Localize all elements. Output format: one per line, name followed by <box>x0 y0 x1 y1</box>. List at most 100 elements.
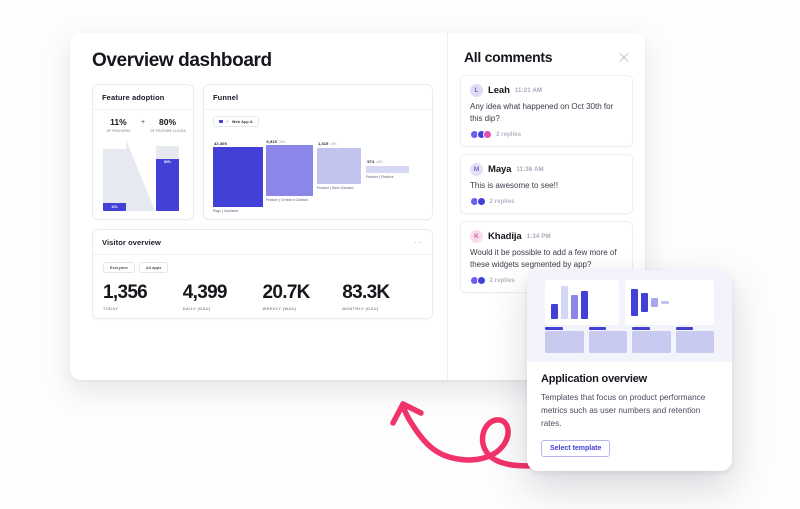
feature-adoption-header: Feature adoption <box>93 85 193 110</box>
avatar: K <box>470 230 483 243</box>
metric-value: 11% <box>110 117 127 127</box>
thumbnail-chart-row <box>545 280 714 325</box>
comment-text: Would it be possible to add a few more o… <box>470 248 617 269</box>
funnel-value-row: 1,315 19% <box>317 141 337 146</box>
top-card-row: Feature adoption 11% OF FEATURES + <box>92 84 433 220</box>
close-icon[interactable] <box>617 50 631 64</box>
visitor-overview-title: Visitor overview <box>102 238 161 247</box>
feature-adoption-chart: 11% 80% <box>101 140 185 211</box>
reply-avatars <box>470 130 492 139</box>
feature-adoption-metrics: 11% OF FEATURES + 80% OF FEATURE CLICKS <box>101 117 185 133</box>
comments-list: L Leah 11:21 AM Any idea what happened on O… <box>448 75 645 293</box>
metric-label: OF FEATURE CLICKS <box>149 128 186 134</box>
adoption-bar-fill: 11% <box>103 202 126 211</box>
dashboard-left-pane: Overview dashboard Feature adoption <box>70 33 447 380</box>
visitor-stats: 1,356 TODAY 4,399 DAILY (DAU) 20.7K WEEKLY (W… <box>103 282 422 311</box>
funnel-value: 574 <box>367 159 375 165</box>
funnel-body: ➚ Web App A 42,305 Page | Contacts 6,915 16… <box>204 110 432 219</box>
funnel-category-label: Feature | Save Contact <box>316 186 354 191</box>
chip-all-apps[interactable]: All apps <box>138 262 169 273</box>
stat-value: 1,356 <box>103 282 148 303</box>
template-heading: Application overview <box>541 373 648 385</box>
metric-value: 80% <box>159 117 177 127</box>
comment-replies[interactable]: 2 replies <box>470 197 623 206</box>
adoption-bar-value: 80% <box>164 160 171 165</box>
visitor-overview-header: Visitor overview ⋯ <box>93 230 432 255</box>
funnel-step: 1,315 19% Feature | Save Contact <box>316 141 362 191</box>
template-description: Templates that focus on product performa… <box>541 393 706 428</box>
reply-avatars <box>470 197 486 206</box>
legend-swatch-icon <box>219 119 223 124</box>
comment-replies[interactable]: 3 replies <box>470 130 623 139</box>
stat-value: 83.3K <box>342 282 390 303</box>
feature-adoption-body: 11% OF FEATURES + 80% OF FEATURE CLICKS <box>93 110 193 219</box>
feature-adoption-metric-1: 80% OF FEATURE CLICKS <box>149 117 186 134</box>
stat-label: MONTHLY (DAU) <box>342 306 379 311</box>
comment-author: Maya <box>488 164 512 175</box>
stat-block: 4,399 DAILY (DAU) <box>183 282 263 311</box>
funnel-title: Funnel <box>213 93 239 102</box>
dashboard-panels: Feature adoption 11% OF FEATURES + <box>70 84 447 319</box>
stat-label: TODAY <box>103 306 119 311</box>
comment-header: M Maya 11:36 AM <box>470 163 623 176</box>
funnel-category-label: Feature | Finalize <box>366 174 394 180</box>
thumbnail-stat <box>675 327 714 353</box>
comment-item[interactable]: L Leah 11:21 AM Any idea what happened on O… <box>460 75 633 147</box>
curved-arrow-icon <box>390 401 560 469</box>
funnel-bar[interactable] <box>265 145 313 196</box>
comment-header: K Khadija 1:34 PM <box>470 230 623 243</box>
adoption-bar-fill: 80% <box>156 158 179 211</box>
comments-title: All comments <box>464 49 553 65</box>
funnel-legend-chip[interactable]: ➚ Web App A <box>213 116 259 127</box>
comment-time: 1:34 PM <box>526 233 551 240</box>
funnel-percent: 16% <box>279 139 286 144</box>
funnel-bar[interactable] <box>316 147 362 185</box>
adoption-bar-value: 11% <box>111 204 118 209</box>
funnel-plot: 42,305 Page | Contacts 6,915 16% Feature | C… <box>213 132 423 213</box>
template-thumbnail <box>527 270 732 362</box>
funnel-bar[interactable] <box>213 147 264 207</box>
reply-count-label: 3 replies <box>496 131 522 138</box>
visitor-overview-body: Everyone All apps 1,356 TODAY 4,399 DAILY (… <box>93 255 432 318</box>
funnel-card: Funnel ➚ Web App A 42,305 Page | Contacts… <box>203 84 433 220</box>
funnel-value-row: 6,915 16% <box>266 139 286 144</box>
feature-adoption-title: Feature adoption <box>102 93 165 102</box>
comment-item[interactable]: M Maya 11:36 AM This is awesome to see!! 2 r… <box>460 154 633 214</box>
comment-time: 11:21 AM <box>514 87 543 94</box>
thumbnail-stat-row <box>545 327 714 353</box>
thumbnail-stat <box>632 327 671 353</box>
plus-sign: + <box>140 119 146 126</box>
funnel-bar[interactable] <box>366 165 410 173</box>
comment-header: L Leah 11:21 AM <box>470 84 623 97</box>
ellipsis-icon[interactable]: ⋯ <box>414 237 423 247</box>
thumbnail-stat <box>545 327 584 353</box>
funnel-category-label: Page | Contacts <box>213 208 239 214</box>
comment-author: Khadija <box>488 231 522 242</box>
stat-label: DAILY (DAU) <box>182 306 211 311</box>
comment-text: This is awesome to see!! <box>470 181 559 190</box>
comment-time: 11:36 AM <box>516 166 544 173</box>
chip-everyone[interactable]: Everyone <box>103 262 135 273</box>
feature-adoption-card: Feature adoption 11% OF FEATURES + <box>92 84 194 220</box>
stat-block: 20.7K WEEKLY (WAU) <box>263 282 343 311</box>
reply-avatar-dot <box>476 197 486 206</box>
reply-avatar-dot <box>483 130 492 139</box>
thumbnail-bar-chart <box>545 280 620 325</box>
select-template-button[interactable]: Select template <box>541 440 611 457</box>
stat-block: 83.3K MONTHLY (DAU) <box>342 282 422 311</box>
funnel-value: 1,315 <box>317 141 329 147</box>
stat-label: WEEKLY (WAU) <box>262 306 297 311</box>
cursor-icon: ➚ <box>225 119 229 124</box>
visitor-overview-card: Visitor overview ⋯ Everyone All apps 1,3… <box>92 229 433 319</box>
funnel-category-label: Feature | Create a Contact <box>265 197 308 202</box>
funnel-value-row: 574 44% <box>366 159 382 164</box>
funnel-step: 42,305 Page | Contacts <box>213 141 264 214</box>
ramp-shape <box>126 140 155 211</box>
stat-block: 1,356 TODAY <box>103 282 183 311</box>
adoption-bar-clicks: 80% <box>156 145 179 211</box>
funnel-step: 574 44% Feature | Finalize <box>366 159 410 180</box>
template-body: Application overview Templates that focu… <box>527 362 732 457</box>
template-card[interactable]: Application overview Templates that focu… <box>527 270 732 471</box>
comment-replies[interactable]: 2 replies <box>470 276 623 285</box>
